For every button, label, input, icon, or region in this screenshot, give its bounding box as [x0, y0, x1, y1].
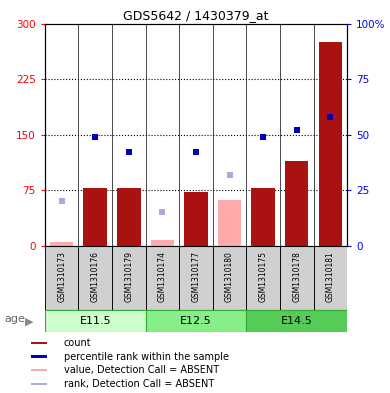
Text: E12.5: E12.5	[180, 316, 212, 326]
Bar	[112, 246, 145, 310]
Bar	[145, 246, 179, 310]
Bar	[31, 355, 47, 358]
Bar	[252, 188, 275, 246]
Text: count: count	[64, 338, 91, 348]
Title: GDS5642 / 1430379_at: GDS5642 / 1430379_at	[123, 9, 269, 22]
Text: E14.5: E14.5	[281, 316, 313, 326]
Bar	[151, 240, 174, 246]
Text: GSM1310173: GSM1310173	[57, 251, 66, 302]
Bar	[78, 246, 112, 310]
Bar	[246, 310, 347, 332]
Bar	[31, 369, 47, 371]
Text: GSM1310177: GSM1310177	[191, 251, 200, 302]
Bar	[31, 383, 47, 385]
Bar	[145, 310, 246, 332]
Bar	[179, 246, 213, 310]
Text: rank, Detection Call = ABSENT: rank, Detection Call = ABSENT	[64, 379, 214, 389]
Text: age: age	[4, 314, 25, 324]
Bar	[319, 42, 342, 246]
Text: value, Detection Call = ABSENT: value, Detection Call = ABSENT	[64, 365, 219, 375]
Bar	[285, 160, 308, 246]
Bar	[31, 342, 47, 344]
Text: GSM1310180: GSM1310180	[225, 251, 234, 302]
Bar	[45, 246, 78, 310]
Text: ▶: ▶	[25, 317, 34, 327]
Bar	[117, 188, 140, 246]
Text: GSM1310174: GSM1310174	[158, 251, 167, 302]
Bar	[50, 242, 73, 246]
Text: percentile rank within the sample: percentile rank within the sample	[64, 351, 229, 362]
Bar	[45, 310, 145, 332]
Text: GSM1310175: GSM1310175	[259, 251, 268, 302]
Text: GSM1310179: GSM1310179	[124, 251, 133, 302]
Text: GSM1310181: GSM1310181	[326, 251, 335, 301]
Bar	[213, 246, 246, 310]
Text: GSM1310176: GSM1310176	[91, 251, 100, 302]
Bar	[184, 192, 208, 246]
Text: GSM1310178: GSM1310178	[292, 251, 301, 302]
Text: E11.5: E11.5	[80, 316, 111, 326]
Bar	[246, 246, 280, 310]
Bar	[314, 246, 347, 310]
Bar	[218, 200, 241, 246]
Bar	[83, 188, 107, 246]
Bar	[280, 246, 314, 310]
